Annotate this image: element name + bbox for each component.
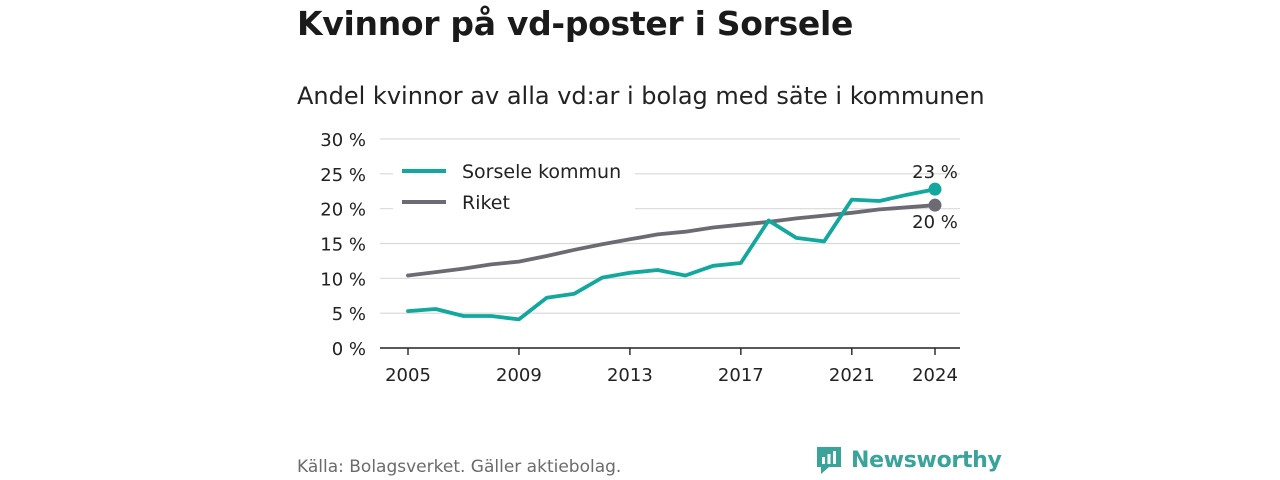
y-tick-label: 5 % [332, 304, 366, 325]
x-tick-label: 2024 [912, 365, 958, 386]
legend: Sorsele kommun Riket [393, 153, 635, 215]
legend-background [393, 153, 635, 215]
series-line-riket [406, 203, 937, 278]
series-line-sorsele [406, 187, 937, 322]
y-tick-label: 10 % [320, 269, 366, 290]
y-tick-label: 30 % [320, 130, 366, 151]
brand-logo: Newsworthy [815, 445, 1002, 475]
x-tick-label: 2005 [385, 365, 431, 386]
y-tick-label: 25 % [320, 165, 366, 186]
series-lines [406, 182, 942, 322]
chart-subtitle: Andel kvinnor av alla vd:ar i bolag med … [297, 82, 985, 110]
y-tick-label: 20 % [320, 200, 366, 221]
x-tick-label: 2021 [829, 365, 875, 386]
x-tick-label: 2013 [607, 365, 653, 386]
series-end-point [928, 182, 942, 196]
y-tick-label: 15 % [320, 235, 366, 256]
line-chart: 0 %5 %10 %15 %20 %25 %30 % 2005 2009 2013 2… [320, 130, 960, 386]
x-axis: 2005 2009 2013 2017 2021 2024 [380, 347, 960, 386]
y-tick-label: 0 % [332, 339, 366, 360]
y-axis-ticks: 0 % 5 % 10 % 15 % 20 % 25 % 30 % [320, 130, 366, 360]
series-end-point [928, 198, 942, 212]
end-labels: 23 % 20 % [912, 162, 958, 233]
legend-label: Sorsele kommun [462, 161, 621, 183]
legend-label: Riket [462, 192, 510, 214]
newsworthy-logo-icon [817, 447, 841, 474]
brand-name: Newsworthy [851, 447, 1002, 473]
end-label-sorsele: 23 % [912, 162, 958, 183]
x-tick-label: 2009 [496, 365, 542, 386]
end-label-riket: 20 % [912, 212, 958, 233]
chart-title: Kvinnor på vd-poster i Sorsele [297, 4, 854, 43]
source-note: Källa: Bolagsverket. Gäller aktiebolag. [297, 457, 622, 477]
x-tick-label: 2017 [718, 365, 764, 386]
